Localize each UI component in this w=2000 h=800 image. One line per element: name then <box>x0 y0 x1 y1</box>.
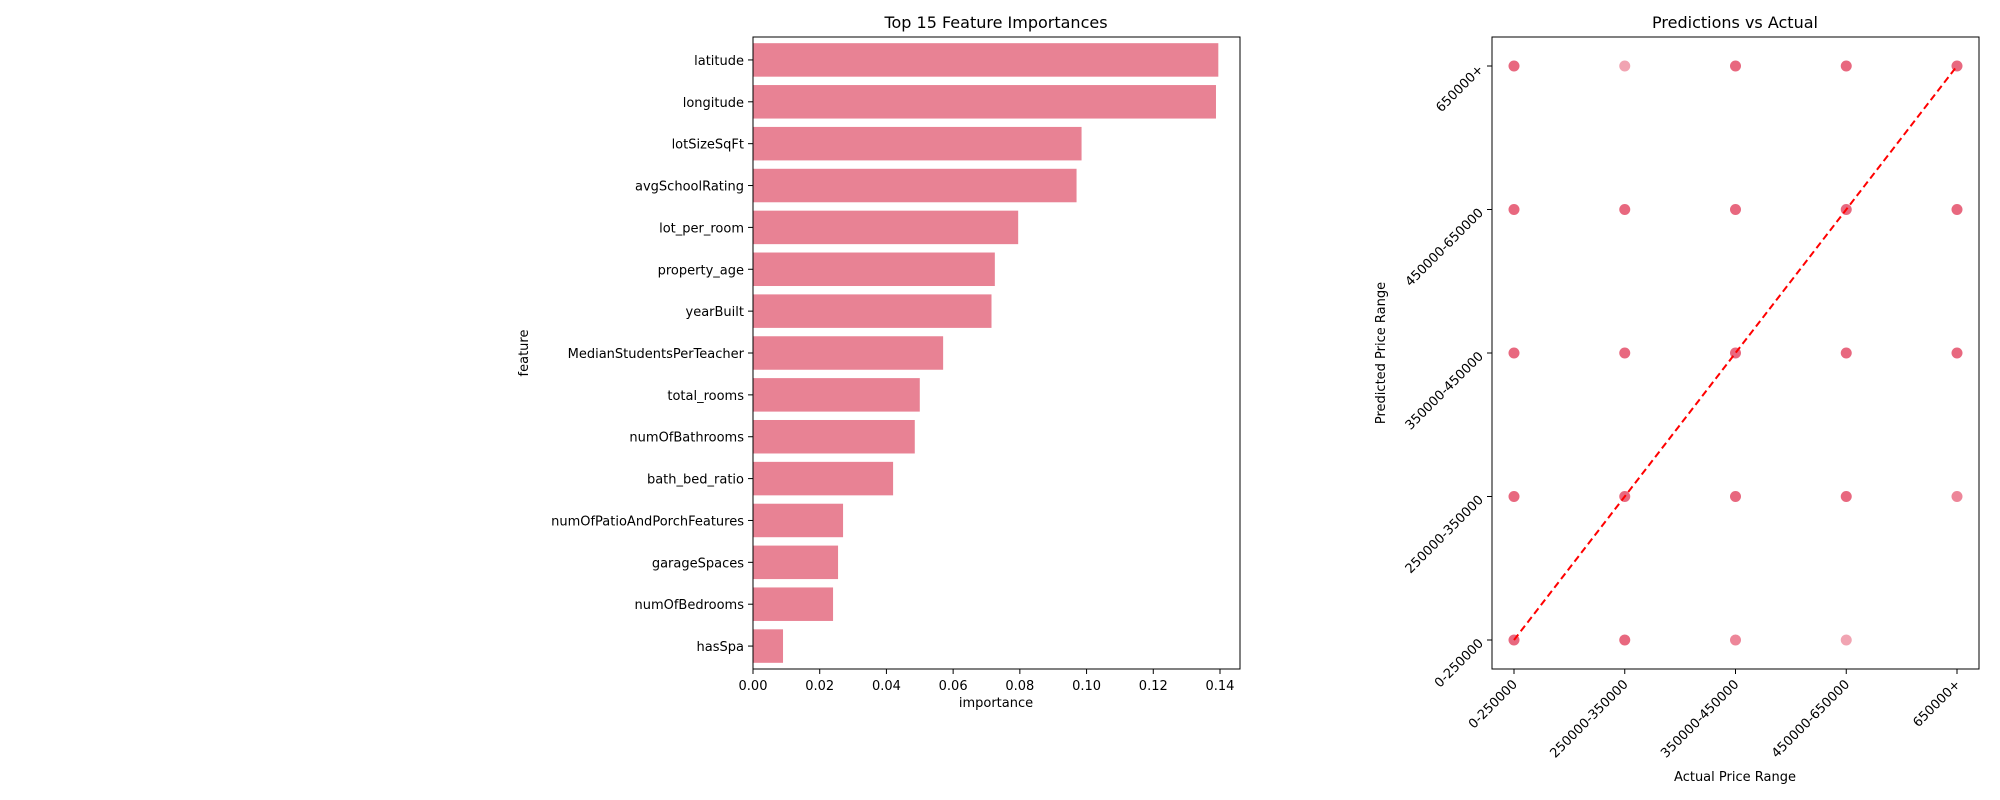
bar-property-age <box>753 252 995 287</box>
predicted-tick-450000-650000: 450000-650000 <box>1403 206 1487 290</box>
predicted-tick-350000-450000: 350000-450000 <box>1403 349 1487 433</box>
point-650000-vs-450000-650000 <box>1951 204 1963 215</box>
predicted-tick-0-250000: 0-250000 <box>1432 636 1487 691</box>
importance-tick-0-04: 0.04 <box>872 679 901 694</box>
actual-tick-250000-350000: 250000-350000 <box>1547 677 1631 761</box>
point-650000-vs-250000-350000 <box>1951 491 1963 502</box>
bar-garagespaces <box>753 545 839 580</box>
predicted-tick-650000: 650000+ <box>1433 62 1486 115</box>
bar-lotsizesqft <box>753 126 1082 161</box>
point-350000-450000-vs-250000-350000 <box>1730 491 1741 502</box>
feature-label-property-age: property_age <box>658 263 744 278</box>
scatter-chart-title: Predictions vs Actual <box>1652 13 1818 32</box>
bar-numofpatioandporchfeatures <box>753 503 844 538</box>
point-450000-650000-vs-650000 <box>1840 60 1852 72</box>
point-0-250000-vs-650000 <box>1508 60 1520 72</box>
scatter-y-axis-label: Predicted Price Range <box>1374 282 1389 424</box>
point-250000-350000-vs-0-250000 <box>1619 634 1631 646</box>
predicted-tick-250000-350000: 250000-350000 <box>1403 493 1487 577</box>
point-450000-650000-vs-250000-350000 <box>1840 491 1852 502</box>
point-0-250000-vs-450000-650000 <box>1508 204 1520 215</box>
feature-label-total-rooms: total_rooms <box>667 389 744 404</box>
importance-tick-0-02: 0.02 <box>805 679 834 694</box>
bar-medianstudentsperteacher <box>753 336 944 370</box>
feature-label-numofpatioandporchfeatures: numOfPatioAndPorchFeatures <box>551 514 744 529</box>
scatter-x-axis-label: Actual Price Range <box>1674 770 1796 785</box>
actual-tick-labels: 0-250000 250000-350000 350000-450000 450000… <box>1466 669 1964 761</box>
scatter-plot-frame <box>1491 36 1980 670</box>
feature-label-longitude: longitude <box>683 96 744 111</box>
actual-tick-350000-450000: 350000-450000 <box>1658 677 1742 761</box>
predicted-tick-labels: 0-250000 250000-350000 350000-450000 450000… <box>1403 62 1492 691</box>
point-250000-350000-vs-450000-650000 <box>1619 204 1631 215</box>
bar-hasspa <box>753 629 784 663</box>
feature-tick-labels: latitude longitude lotSizeSqFt avgSchoolRat… <box>551 54 753 655</box>
feature-label-bath-bed-ratio: bath_bed_ratio <box>647 473 744 488</box>
feature-label-numofbedrooms: numOfBedrooms <box>634 598 744 613</box>
feature-label-lotsizesqft: lotSizeSqFt <box>672 138 744 153</box>
feature-label-latitude: latitude <box>694 54 744 69</box>
feature-label-medianstudentsperteacher: MedianStudentsPerTeacher <box>568 347 745 362</box>
bar-yearbuilt <box>753 294 992 328</box>
feature-label-hasspa: hasSpa <box>697 640 744 655</box>
importance-tick-labels: 0.00 0.02 0.04 0.06 0.08 0.10 0.12 0.14 <box>739 669 1235 694</box>
importance-tick-0-12: 0.12 <box>1139 679 1168 694</box>
point-350000-450000-vs-0-250000 <box>1730 634 1741 646</box>
point-350000-450000-vs-650000 <box>1730 60 1741 72</box>
bar-bath-bed-ratio <box>753 461 894 496</box>
importance-y-axis-label: feature <box>517 330 532 377</box>
bar-numofbedrooms <box>753 587 834 621</box>
point-350000-450000-vs-450000-650000 <box>1730 204 1741 215</box>
bar-total-rooms <box>753 378 920 412</box>
importance-x-axis-label: importance <box>959 696 1033 711</box>
feature-label-avgschoolrating: avgSchoolRating <box>635 180 744 195</box>
importance-chart-title: Top 15 Feature Importances <box>883 13 1107 32</box>
importance-tick-0-06: 0.06 <box>939 679 968 694</box>
point-650000-vs-350000-450000 <box>1951 347 1963 359</box>
bar-longitude <box>753 85 1216 119</box>
bar-numofbathrooms <box>753 419 915 454</box>
feature-label-garagespaces: garageSpaces <box>652 556 744 571</box>
feature-label-numofbathrooms: numOfBathrooms <box>629 431 744 446</box>
actual-tick-0-250000: 0-250000 <box>1466 677 1521 732</box>
actual-tick-450000-650000: 450000-650000 <box>1769 677 1853 761</box>
feature-label-lot-per-room: lot_per_room <box>659 221 744 236</box>
point-250000-350000-vs-350000-450000 <box>1619 347 1631 359</box>
bar-latitude <box>753 43 1219 77</box>
importance-plot-frame <box>752 36 1241 670</box>
importance-tick-0-10: 0.10 <box>1072 679 1101 694</box>
importance-tick-0-14: 0.14 <box>1206 679 1235 694</box>
bar-layer <box>753 43 1219 663</box>
point-250000-350000-vs-650000 <box>1619 60 1631 72</box>
point-0-250000-vs-250000-350000 <box>1508 491 1520 502</box>
bar-lot-per-room <box>753 210 1019 245</box>
point-0-250000-vs-350000-450000 <box>1508 347 1520 359</box>
feature-importance-chart: Top 15 Feature Importances latitude longi… <box>517 13 1241 711</box>
actual-tick-650000: 650000+ <box>1910 677 1963 730</box>
importance-tick-0-00: 0.00 <box>739 679 768 694</box>
importance-tick-0-08: 0.08 <box>1005 679 1034 694</box>
predictions-vs-actual-chart: Predictions vs Actual 0-250000 250000-350… <box>1374 13 1980 785</box>
feature-label-yearbuilt: yearBuilt <box>686 305 744 320</box>
point-450000-650000-vs-350000-450000 <box>1840 347 1852 359</box>
point-450000-650000-vs-0-250000 <box>1840 634 1852 646</box>
bar-avgschoolrating <box>753 168 1077 203</box>
